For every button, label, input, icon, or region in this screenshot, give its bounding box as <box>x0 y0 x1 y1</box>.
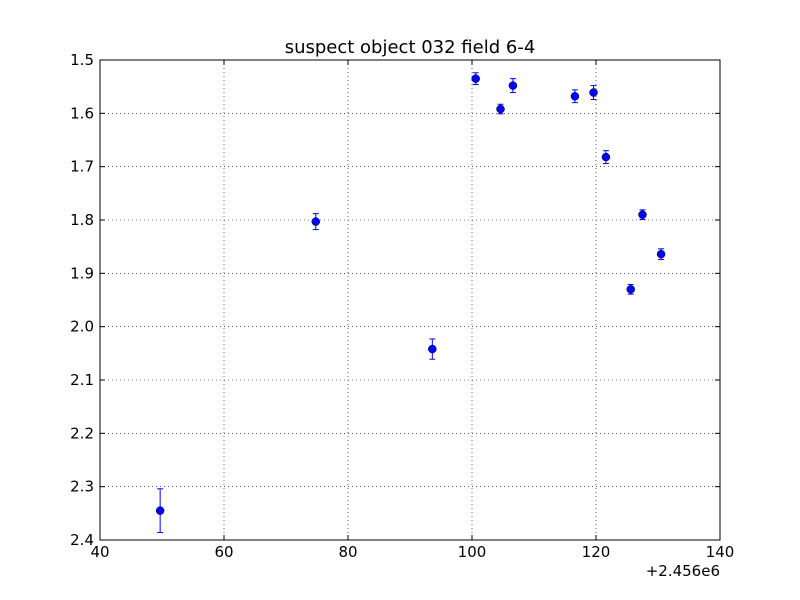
data-marker <box>638 210 647 219</box>
plot-frame <box>99 59 721 541</box>
data-point <box>428 338 437 360</box>
data-point <box>601 150 611 164</box>
x-tick-label: 140 <box>706 543 735 561</box>
x-tick-label: 100 <box>458 543 487 561</box>
y-tick-label: 2.0 <box>70 318 94 336</box>
data-points <box>155 72 666 534</box>
data-marker <box>656 249 666 259</box>
y-tick-label: 2.4 <box>70 531 94 549</box>
data-point <box>471 72 480 86</box>
data-marker <box>570 92 580 101</box>
data-marker <box>155 506 165 515</box>
data-point <box>656 248 666 260</box>
y-tick-label: 2.2 <box>70 424 94 442</box>
data-marker <box>471 74 480 83</box>
data-point <box>508 78 518 94</box>
data-marker <box>626 285 635 294</box>
data-marker <box>589 88 598 97</box>
data-point <box>626 284 635 295</box>
x-axis-offset-label: +2.456e6 <box>646 562 720 580</box>
data-point <box>496 103 505 115</box>
x-tick-label: 120 <box>582 543 611 561</box>
data-marker <box>508 81 518 90</box>
axes <box>99 59 721 541</box>
data-marker <box>311 217 321 226</box>
data-marker <box>496 104 505 114</box>
ticks: 40 60 80 100 120 140 1.5 1.6 1.7 1.8 1.9 2.0 2.1 2.2 2… <box>70 51 734 561</box>
y-tick-label: 1.5 <box>70 51 94 69</box>
y-tick-label: 1.9 <box>70 264 94 282</box>
y-tick-label: 1.7 <box>70 158 94 176</box>
data-point <box>589 85 598 100</box>
y-tick-label: 1.8 <box>70 211 94 229</box>
data-marker <box>601 152 611 162</box>
y-tick-label: 1.6 <box>70 104 94 122</box>
data-point <box>311 213 321 231</box>
x-tick-label: 80 <box>338 543 357 561</box>
data-point <box>638 209 647 220</box>
chart-title: suspect object 032 field 6-4 <box>285 37 536 58</box>
y-tick-label: 2.1 <box>70 371 94 389</box>
y-tick-label: 2.3 <box>70 478 94 496</box>
data-marker <box>428 344 437 354</box>
x-tick-label: 60 <box>214 543 233 561</box>
data-point <box>570 89 580 104</box>
data-point <box>155 488 165 534</box>
x-tick-label: 40 <box>90 543 109 561</box>
